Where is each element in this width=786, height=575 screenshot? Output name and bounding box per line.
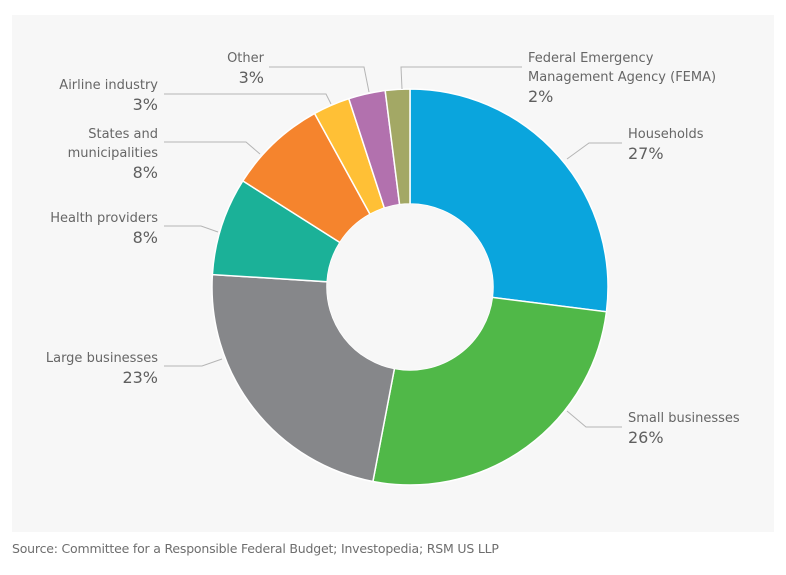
leader-line: [164, 225, 219, 233]
source-note: Source: Committee for a Responsible Fede…: [12, 541, 499, 556]
donut-hole: [327, 204, 493, 370]
slice-label: Large businesses: [46, 351, 158, 366]
slice-label: Households: [628, 127, 704, 142]
leader-line: [164, 93, 332, 105]
slice-value-label: 3%: [133, 95, 158, 114]
slice-label: municipalities: [68, 146, 159, 161]
slice-value-label: 3%: [239, 68, 264, 87]
leader-line: [400, 66, 522, 90]
slice-label: Other: [227, 51, 265, 66]
slice-label: Health providers: [50, 211, 158, 226]
slice-label: Management Agency (FEMA): [528, 70, 716, 85]
leader-line: [269, 66, 370, 93]
slice-value-label: 23%: [122, 368, 158, 387]
slice-label: Small businesses: [628, 411, 740, 426]
slice-households: [409, 88, 609, 313]
slice-value-label: 2%: [528, 87, 553, 106]
labels-group: Households 27% Small businesses 26% Large bu…: [46, 51, 740, 447]
leader-line: [566, 410, 622, 428]
leader-lines-group: [164, 66, 622, 428]
slices-group: [211, 88, 609, 486]
leader-line: [164, 141, 261, 155]
slice-value-label: 27%: [628, 144, 664, 163]
slice-value-label: 8%: [133, 228, 158, 247]
leader-line: [566, 142, 622, 160]
slice-value-label: 8%: [133, 163, 158, 182]
slice-label: Airline industry: [59, 78, 158, 93]
slice-label: States and: [88, 127, 158, 142]
leader-line: [164, 358, 223, 367]
slice-value-label: 26%: [628, 428, 664, 447]
slice-label: Federal Emergency: [528, 51, 654, 66]
